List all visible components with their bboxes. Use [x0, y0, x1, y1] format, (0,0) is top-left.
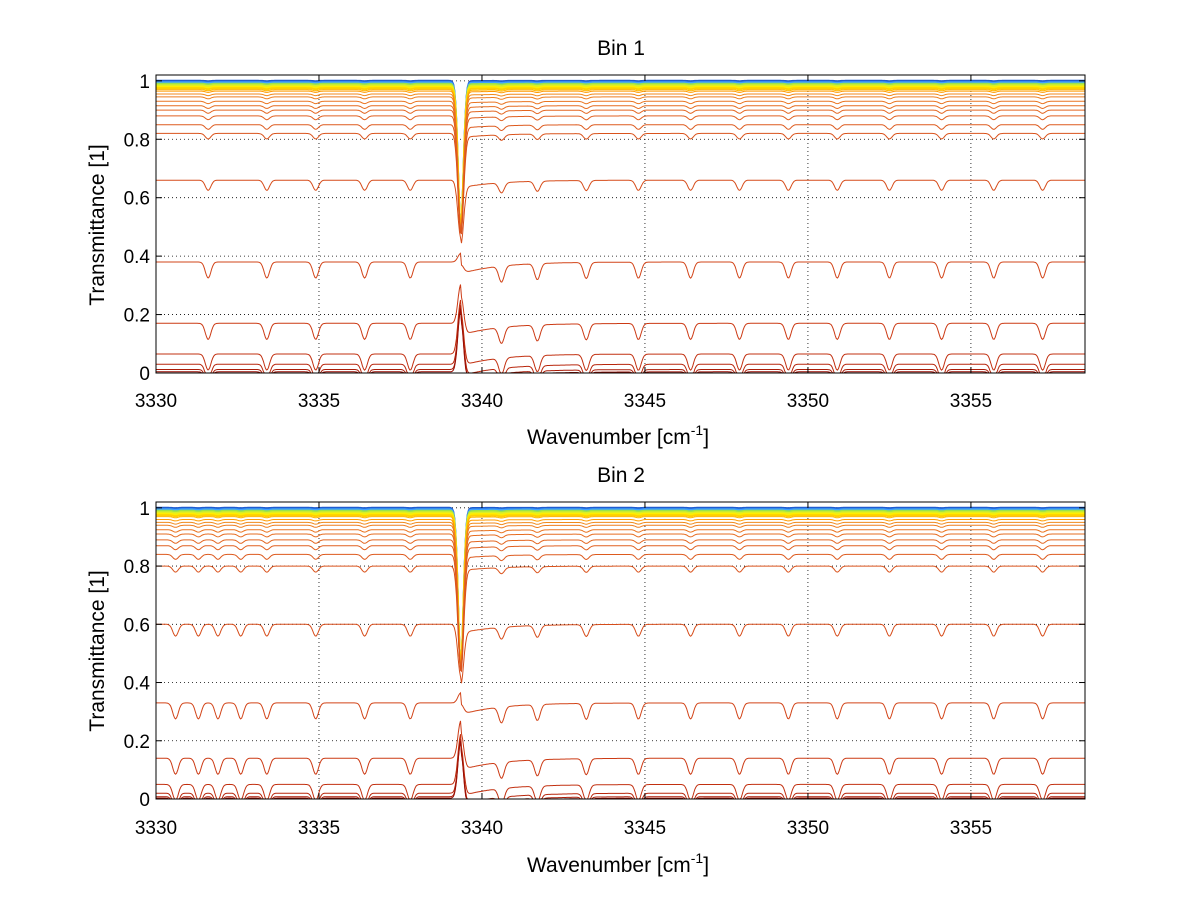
y-tick-label: 0.2 [124, 732, 150, 753]
y-axis-label: Transmittance [1] [86, 144, 109, 305]
y-tick-label: 1 [139, 499, 150, 520]
chart-panel-bin-2: Bin 2 Transmittance [1] Wavenumber [cm-1… [86, 464, 1086, 877]
series-line [156, 79, 1085, 228]
series-line [156, 89, 1085, 229]
y-tick-label: 0.4 [124, 247, 151, 268]
tick-marks: 3330 3335 3340 3345 3350 3355 0 0.2 0.4 0.6 0.8 1 [124, 499, 1085, 839]
x-tick-label: 3330 [135, 391, 177, 412]
series-line [156, 519, 1085, 666]
series-line [156, 84, 1085, 229]
x-tick-label: 3355 [950, 818, 992, 839]
x-tick-label: 3335 [298, 818, 340, 839]
y-tick-label: 0.4 [124, 674, 151, 695]
series-line [156, 81, 1085, 228]
series-line [156, 284, 1085, 345]
y-axis-label: Transmittance [1] [86, 570, 109, 731]
series-line [156, 85, 1085, 229]
x-tick-label: 3345 [624, 818, 666, 839]
series-line [156, 511, 1085, 666]
series-line [156, 509, 1085, 665]
series-line [156, 115, 1085, 233]
series-line [156, 691, 1085, 724]
x-axis-label-sup: -1 [691, 850, 704, 866]
y-tick-label: 0 [139, 790, 150, 811]
series-line [156, 305, 1085, 374]
x-tick-label: 3335 [298, 391, 340, 412]
series-line [156, 516, 1085, 666]
x-tick-label: 3340 [461, 818, 503, 839]
series-line [156, 124, 1085, 233]
x-axis-label-tail: ] [703, 854, 709, 877]
series-line [156, 512, 1085, 666]
series-line [156, 87, 1085, 229]
series-line [156, 93, 1085, 229]
y-tick-label: 0.6 [124, 615, 150, 636]
series-line [156, 565, 1085, 673]
series-line [156, 82, 1085, 228]
x-tick-label: 3350 [787, 818, 829, 839]
y-tick-label: 0.8 [124, 557, 150, 578]
x-tick-label: 3345 [624, 391, 666, 412]
series-line [156, 553, 1085, 670]
x-axis-label-main: Wavenumber [cm [527, 854, 691, 877]
series-line [156, 734, 1085, 800]
series-line [156, 508, 1085, 665]
y-tick-label: 0.6 [124, 189, 150, 210]
plot-area-frame [155, 74, 1086, 374]
series-line [156, 299, 1085, 374]
series-line [156, 252, 1085, 283]
series-line [156, 132, 1085, 235]
series-line [156, 533, 1085, 668]
x-tick-label: 3330 [135, 818, 177, 839]
series-group [156, 79, 1085, 374]
series-line [156, 96, 1085, 230]
series-line [156, 514, 1085, 666]
series-line [156, 738, 1085, 800]
y-tick-label: 1 [139, 72, 150, 93]
y-tick-label: 0.2 [124, 306, 150, 327]
x-tick-label: 3355 [950, 391, 992, 412]
x-tick-label: 3340 [461, 391, 503, 412]
series-group [156, 506, 1085, 800]
y-tick-label: 0 [139, 364, 150, 385]
tick-marks: 3330 3335 3340 3345 3350 3355 0 0.2 0.4 0.6 0.8 1 [124, 72, 1085, 412]
x-axis-label: Wavenumber [cm-1] [527, 422, 709, 449]
series-line [156, 529, 1085, 667]
series-line [156, 521, 1085, 666]
series-line [156, 539, 1085, 670]
series-line [156, 105, 1085, 232]
plot-area-frame [155, 501, 1086, 800]
x-axis-label: Wavenumber [cm-1] [527, 850, 709, 877]
chart-panel-bin-1: Bin 1 Transmittance [1] Wavenumber [cm-1… [86, 37, 1086, 449]
series-line [156, 90, 1085, 229]
series-line [156, 623, 1085, 684]
series-line [156, 179, 1085, 244]
x-axis-label-main: Wavenumber [cm [527, 426, 691, 449]
series-line [156, 720, 1085, 779]
series-line [156, 100, 1085, 230]
series-line [156, 109, 1085, 232]
chart-title: Bin 1 [597, 37, 645, 60]
chart-title: Bin 2 [597, 464, 645, 487]
y-tick-label: 0.8 [124, 130, 150, 151]
x-axis-label-tail: ] [703, 426, 709, 449]
series-line [156, 524, 1085, 667]
x-axis-label-sup: -1 [691, 422, 704, 438]
series-line [156, 545, 1085, 670]
x-tick-label: 3350 [787, 391, 829, 412]
series-line [156, 506, 1085, 665]
